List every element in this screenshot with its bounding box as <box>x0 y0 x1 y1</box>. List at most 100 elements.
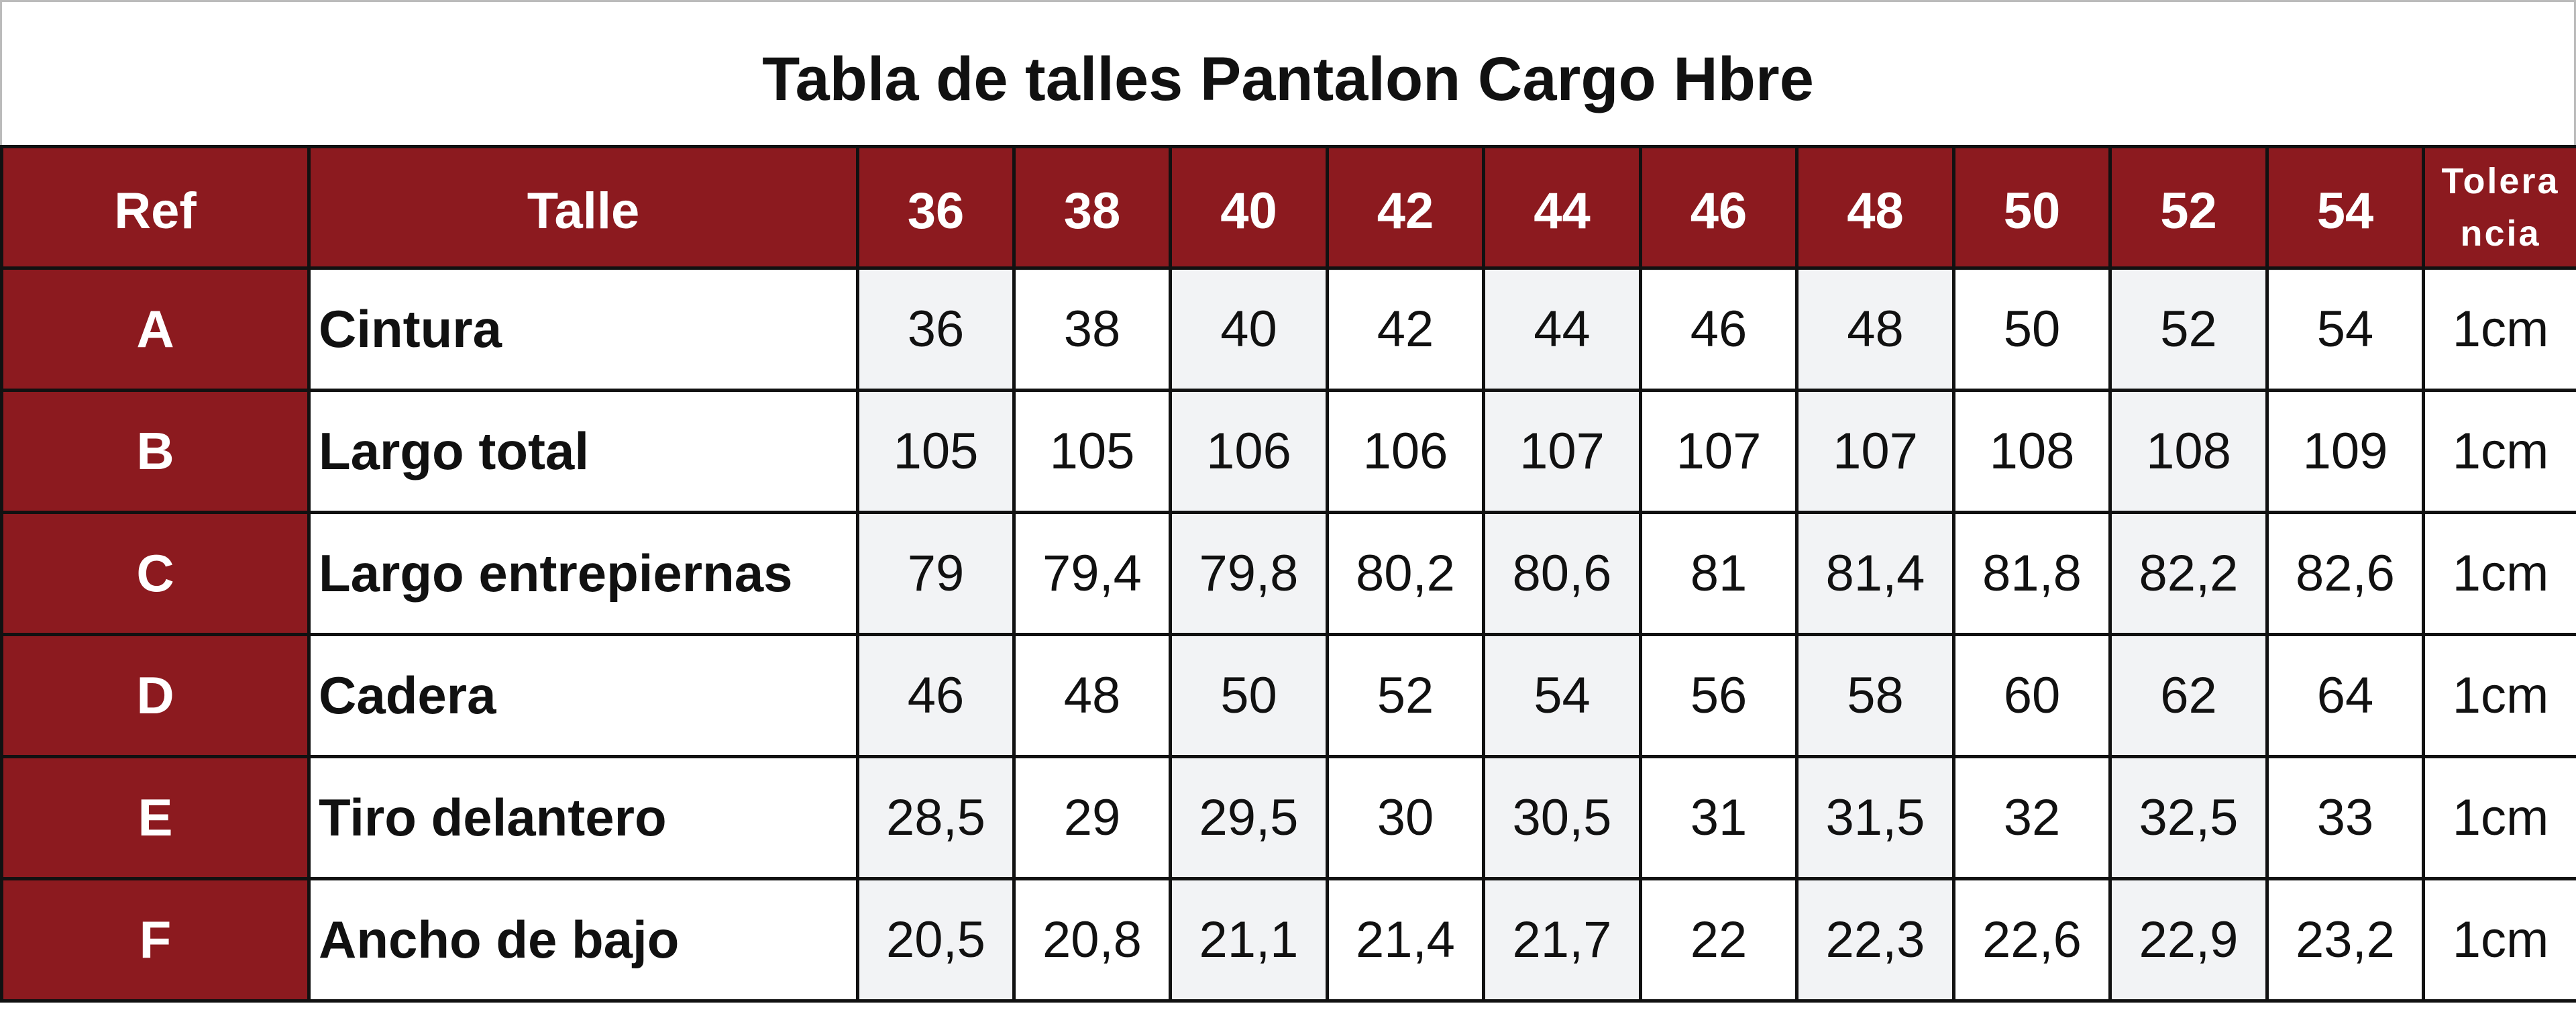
header-cell: 50 <box>1952 145 2112 270</box>
data-row: D Cadera 46 48 50 52 54 56 58 60 62 64 1cm <box>0 633 2576 758</box>
value-cell: 22,9 <box>2108 877 2269 1003</box>
value-cell: 40 <box>1169 266 1329 392</box>
measure-name: Cadera <box>307 633 859 758</box>
value-cell: 109 <box>2265 389 2425 514</box>
value-cell: 22,3 <box>1795 877 1955 1003</box>
value-cell: 79,8 <box>1169 511 1329 636</box>
value-cell: 1cm <box>2422 511 2576 636</box>
value-cell: 1cm <box>2422 633 2576 758</box>
value-cell: 81,4 <box>1795 511 1955 636</box>
value-cell: 21,4 <box>1326 877 1485 1003</box>
header-row: Ref Talle 36 38 40 42 44 46 48 50 52 54 Tolerancia <box>0 145 2576 270</box>
header-cell: 52 <box>2108 145 2269 270</box>
header-cell: 40 <box>1169 145 1329 270</box>
value-cell: 105 <box>856 389 1016 514</box>
value-cell: 32,5 <box>2108 755 2269 880</box>
value-cell: 64 <box>2265 633 2425 758</box>
value-cell: 107 <box>1639 389 1799 514</box>
value-cell: 38 <box>1012 266 1172 392</box>
value-cell: 82,2 <box>2108 511 2269 636</box>
value-cell: 46 <box>856 633 1016 758</box>
data-row: A Cintura 36 38 40 42 44 46 48 50 52 54 1cm <box>0 266 2576 392</box>
value-cell: 105 <box>1012 389 1172 514</box>
value-cell: 1cm <box>2422 266 2576 392</box>
measure-name: Largo total <box>307 389 859 514</box>
value-cell: 80,6 <box>1482 511 1642 636</box>
header-cell: 44 <box>1482 145 1642 270</box>
value-cell: 22 <box>1639 877 1799 1003</box>
ref-cell: C <box>0 511 311 636</box>
value-cell: 29 <box>1012 755 1172 880</box>
header-cell: 54 <box>2265 145 2425 270</box>
value-cell: 81 <box>1639 511 1799 636</box>
value-cell: 22,6 <box>1952 877 2112 1003</box>
value-cell: 60 <box>1952 633 2112 758</box>
value-cell: 1cm <box>2422 389 2576 514</box>
value-cell: 106 <box>1326 389 1485 514</box>
header-cell: 36 <box>856 145 1016 270</box>
value-cell: 33 <box>2265 755 2425 880</box>
value-cell: 32 <box>1952 755 2112 880</box>
measure-name: Tiro delantero <box>307 755 859 880</box>
value-cell: 42 <box>1326 266 1485 392</box>
value-cell: 31 <box>1639 755 1799 880</box>
value-cell: 31,5 <box>1795 755 1955 880</box>
header-cell: 48 <box>1795 145 1955 270</box>
measure-name: Largo entrepiernas <box>307 511 859 636</box>
value-cell: 21,7 <box>1482 877 1642 1003</box>
value-cell: 79,4 <box>1012 511 1172 636</box>
value-cell: 107 <box>1482 389 1642 514</box>
title: Tabla de talles Pantalon Cargo Hbre <box>0 0 2576 145</box>
value-cell: 28,5 <box>856 755 1016 880</box>
measure-name: Ancho de bajo <box>307 877 859 1003</box>
value-cell: 48 <box>1795 266 1955 392</box>
value-cell: 46 <box>1639 266 1799 392</box>
value-cell: 108 <box>2108 389 2269 514</box>
value-cell: 29,5 <box>1169 755 1329 880</box>
value-cell: 21,1 <box>1169 877 1329 1003</box>
header-cell: Talle <box>307 145 859 270</box>
value-cell: 23,2 <box>2265 877 2425 1003</box>
size-table: Ref Talle 36 38 40 42 44 46 48 50 52 54 Tolerancia A C… <box>0 145 2576 1003</box>
value-cell: 56 <box>1639 633 1799 758</box>
data-row: E Tiro delantero 28,5 29 29,5 30 30,5 31 31,5 32 3… <box>0 755 2576 880</box>
data-row: F Ancho de bajo 20,5 20,8 21,1 21,4 21,7 22 22,3… <box>0 877 2576 1003</box>
value-cell: 52 <box>2108 266 2269 392</box>
value-cell: 20,8 <box>1012 877 1172 1003</box>
ref-cell: E <box>0 755 311 880</box>
value-cell: 80,2 <box>1326 511 1485 636</box>
header-cell: 38 <box>1012 145 1172 270</box>
value-cell: 30,5 <box>1482 755 1642 880</box>
value-cell: 50 <box>1952 266 2112 392</box>
value-cell: 79 <box>856 511 1016 636</box>
value-cell: 36 <box>856 266 1016 392</box>
data-row: C Largo entrepiernas 79 79,4 79,8 80,2 80,6 81 8… <box>0 511 2576 636</box>
ref-cell: B <box>0 389 311 514</box>
ref-cell: A <box>0 266 311 392</box>
value-cell: 54 <box>2265 266 2425 392</box>
data-row: B Largo total 105 105 106 106 107 107 107 108 108 1… <box>0 389 2576 514</box>
value-cell: 54 <box>1482 633 1642 758</box>
value-cell: 48 <box>1012 633 1172 758</box>
value-cell: 1cm <box>2422 755 2576 880</box>
value-cell: 52 <box>1326 633 1485 758</box>
value-cell: 30 <box>1326 755 1485 880</box>
value-cell: 50 <box>1169 633 1329 758</box>
measure-name: Cintura <box>307 266 859 392</box>
value-cell: 20,5 <box>856 877 1016 1003</box>
header-cell: 46 <box>1639 145 1799 270</box>
header-cell: 42 <box>1326 145 1485 270</box>
value-cell: 108 <box>1952 389 2112 514</box>
value-cell: 82,6 <box>2265 511 2425 636</box>
value-cell: 62 <box>2108 633 2269 758</box>
header-cell: Tolerancia <box>2422 145 2576 270</box>
header-cell: Ref <box>0 145 311 270</box>
value-cell: 44 <box>1482 266 1642 392</box>
ref-cell: F <box>0 877 311 1003</box>
value-cell: 107 <box>1795 389 1955 514</box>
value-cell: 81,8 <box>1952 511 2112 636</box>
value-cell: 106 <box>1169 389 1329 514</box>
value-cell: 58 <box>1795 633 1955 758</box>
ref-cell: D <box>0 633 311 758</box>
